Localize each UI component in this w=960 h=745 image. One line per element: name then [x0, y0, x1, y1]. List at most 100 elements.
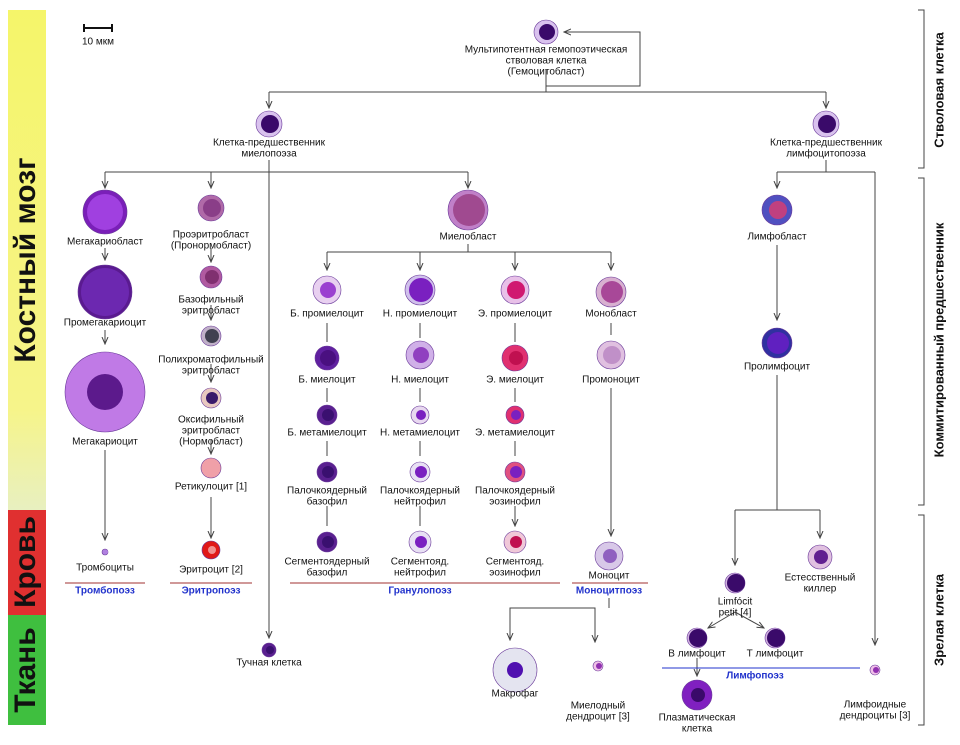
cell-label: В лимфоцит: [668, 648, 726, 660]
cell-label: Мегакариобласт: [67, 236, 144, 248]
cell-node: Тромбоциты: [76, 548, 134, 574]
cell-node: Н. метамиелоцит: [380, 405, 460, 439]
cell-nucleus: [208, 546, 216, 554]
cell-label: Тучная клетка: [236, 658, 302, 669]
cell-node: Монобласт: [585, 276, 637, 320]
cell-node: Сегментояд.нейтрофил: [391, 530, 449, 579]
cell-nucleus: [413, 347, 429, 363]
group-label: Моноцитпоэз: [576, 586, 642, 597]
cell-label: Плазматическая: [659, 713, 736, 724]
cell-label: Палочкоядерный: [380, 486, 460, 497]
cell-label: Миелодный: [571, 701, 626, 712]
cell-node: Э. промиелоцит: [478, 275, 553, 320]
cell-node: Проэритробласт(Пронормобласт): [171, 194, 251, 252]
cell-label: Проэритробласт: [173, 229, 250, 241]
cell-label: Б. метамиелоцит: [287, 428, 367, 439]
cell-label: Э. миелоцит: [486, 375, 544, 386]
cell-nucleus: [727, 574, 745, 592]
cell-label: Мультипотентная гемопоэтическая: [465, 45, 628, 56]
cell-label: Полихроматофильный: [158, 354, 263, 366]
cell-nucleus: [322, 466, 334, 478]
cell-label: эритробласт: [182, 365, 241, 377]
cell-label: (Гемоцитобласт): [507, 66, 584, 78]
cell-label: petit [4]: [719, 608, 752, 619]
zone-label: Кровь: [9, 516, 42, 608]
cell-node: Промегакариоцит: [64, 264, 147, 329]
cell-nucleus: [601, 281, 623, 303]
cell-label: дендроциты [3]: [840, 711, 911, 722]
cell-label: Пролимфоцит: [744, 361, 810, 373]
zone-label: Костный мозг: [9, 157, 42, 362]
cell-label: дендроцит [3]: [566, 712, 630, 723]
cell-node: Б. метамиелоцит: [287, 404, 367, 439]
cell-node: Макрофаг: [492, 647, 539, 700]
cell-nucleus: [818, 115, 836, 133]
zone-label: Ткань: [9, 627, 42, 712]
cell-nucleus: [507, 281, 525, 299]
scale-bar: [83, 24, 113, 32]
cell-node: Мультипотентная гемопоэтическаястволовая…: [465, 19, 628, 78]
cell-nucleus: [266, 646, 274, 654]
cell-label: киллер: [804, 584, 837, 595]
cell-node: Лимфобласт: [747, 194, 807, 243]
cell-label: Оксифильный: [178, 414, 244, 426]
cell-label: лимфоцитопоэза: [786, 148, 866, 160]
cell-nucleus: [603, 346, 621, 364]
cell-label: Базофильный: [178, 294, 243, 306]
scale-label: 10 мкм: [82, 37, 114, 48]
cell-label: Тромбоциты: [76, 562, 134, 574]
cell-label: Клетка-предшественник: [213, 138, 326, 149]
cell-node: Мегакариоцит: [64, 351, 146, 448]
group-label: Тромбопоэз: [75, 585, 135, 597]
cell-label: эозинофил: [489, 567, 541, 579]
cell-label: Н. миелоцит: [391, 375, 449, 386]
cell-nucleus: [453, 194, 485, 226]
group-label: Лимфопоэз: [726, 670, 784, 682]
group-underlines: [65, 582, 860, 669]
cell-label: Макрофаг: [492, 688, 539, 700]
cell-nucleus: [814, 550, 828, 564]
cell-nucleus: [409, 278, 433, 302]
cell-nucleus: [87, 374, 123, 410]
cell-node: Э. метамиелоцит: [475, 405, 555, 439]
cell-node: Н. промиелоцит: [383, 274, 458, 320]
group-label: Гранулопоэз: [388, 586, 451, 597]
cell-node: Промоноцит: [582, 340, 640, 386]
cell-nucleus: [416, 410, 426, 420]
cell-nucleus: [873, 667, 879, 673]
cell-label: Мегакариоцит: [72, 437, 138, 448]
cell-node: Б. промиелоцит: [290, 275, 364, 320]
cell-label: базофил: [307, 567, 348, 579]
cell-node: Сегментояд.эозинофил: [486, 530, 544, 579]
cell-label: эритробласт: [182, 425, 241, 437]
cell-label: Монобласт: [585, 308, 637, 320]
cell-node: Эритроцит [2]: [179, 540, 243, 576]
cell-label: (Нормобласт): [179, 436, 243, 448]
cell-label: Клетка-предшественник: [770, 138, 883, 149]
cell-nucleus: [509, 351, 523, 365]
cell-nucleus: [510, 466, 522, 478]
zone-bar: [8, 10, 46, 510]
cell-nucleus: [691, 688, 705, 702]
cell-label: Эритроцит [2]: [179, 565, 243, 576]
cell-nucleus: [689, 629, 707, 647]
cell-nucleus: [769, 201, 787, 219]
cell-nucleus: [767, 332, 789, 354]
arrows: [105, 32, 875, 676]
stage-brackets: [918, 9, 925, 726]
cell-label: Палочкоядерный: [475, 486, 555, 497]
stage-label: Стволовая клетка: [931, 32, 946, 148]
cell-node: Т лимфоцит: [747, 627, 804, 660]
zone-bar: [8, 615, 46, 725]
cell-label: Limfócit: [718, 597, 753, 608]
